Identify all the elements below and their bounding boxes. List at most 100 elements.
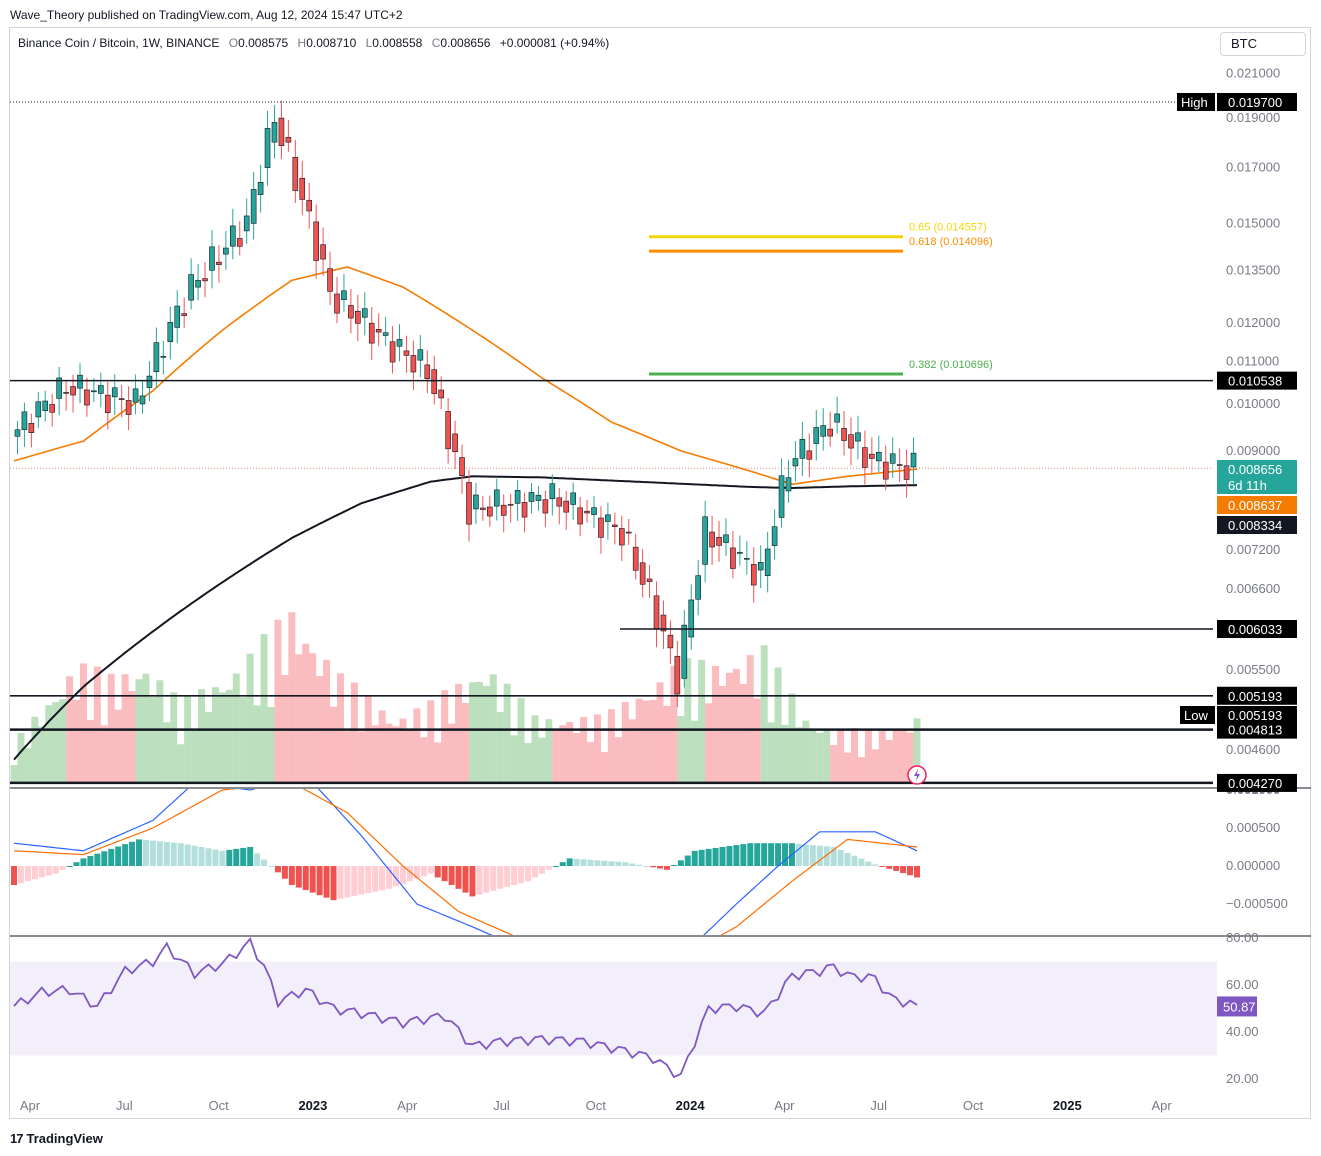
candle-body	[21, 411, 28, 431]
candle-body	[653, 595, 660, 630]
macd-histogram-bar	[191, 845, 198, 866]
macd-histogram-bar	[268, 866, 275, 867]
candle-body	[480, 507, 486, 510]
macd-histogram-bar	[233, 848, 240, 866]
candle-body	[403, 350, 410, 356]
candle-body	[431, 369, 438, 394]
candle-body	[125, 400, 132, 415]
candle-body	[681, 624, 688, 679]
candle-body	[646, 578, 653, 582]
low-price-tag	[1217, 706, 1297, 724]
chart-frame	[9, 27, 1311, 1119]
volume-bar	[719, 685, 727, 784]
candle-body	[848, 434, 854, 449]
macd-histogram-bar	[573, 858, 580, 866]
macd-histogram-bar	[622, 862, 629, 866]
macd-histogram-bar	[413, 866, 420, 879]
candle-body	[341, 290, 347, 301]
volume-bar	[885, 740, 893, 784]
candle-body	[487, 506, 493, 517]
fib-level-label: 0.65 (0.014557)	[909, 222, 987, 234]
macd-histogram-bar	[650, 866, 657, 868]
candle-body	[216, 261, 222, 265]
macd-histogram-bar	[219, 850, 226, 866]
candle-body	[313, 221, 319, 261]
macd-histogram-bar	[476, 866, 483, 895]
time-axis-label: Oct	[208, 1098, 229, 1113]
macd-histogram-bar	[837, 849, 844, 866]
macd-histogram-bar	[379, 866, 386, 891]
volume-bar	[198, 689, 206, 784]
macd-histogram-bar	[795, 843, 802, 866]
macd-histogram-bar	[865, 861, 872, 866]
macd-histogram-bar	[24, 866, 31, 882]
volume-bar	[170, 692, 178, 784]
candle-body	[750, 564, 757, 586]
volume-bar	[392, 726, 400, 784]
currency-selector[interactable]: BTC	[1220, 32, 1306, 56]
candle-body	[195, 280, 201, 288]
candle-body	[264, 128, 271, 168]
macd-histogram-bar	[462, 866, 469, 893]
volume-bar	[323, 659, 331, 784]
time-axis-label: Apr	[1151, 1098, 1172, 1113]
volume-bar	[580, 717, 588, 784]
candle-body	[744, 558, 750, 560]
macd-histogram-bar	[94, 853, 101, 866]
candle-body	[723, 534, 729, 543]
macd-histogram-bar	[754, 843, 761, 866]
macd-histogram-bar	[747, 843, 754, 866]
current-price-text: 0.008656	[1228, 462, 1282, 477]
volume-bar	[552, 729, 560, 784]
volume-bar	[600, 751, 608, 784]
volume-bar	[309, 653, 317, 784]
macd-histogram-bar	[406, 866, 413, 882]
macd-histogram-bar	[587, 859, 594, 866]
macd-histogram-bar	[830, 847, 837, 866]
candle-body	[862, 447, 868, 468]
candle-body	[396, 339, 403, 347]
candle-body	[278, 117, 285, 146]
volume-bar	[135, 679, 143, 784]
time-axis-label: Oct	[963, 1098, 984, 1113]
volume-bar	[427, 700, 435, 784]
macd-histogram-bar	[59, 866, 66, 870]
volume-bar	[79, 663, 87, 784]
candle-body	[153, 342, 160, 373]
macd-histogram-bar	[302, 866, 309, 891]
macd-histogram-bar	[309, 866, 316, 893]
volume-bar	[670, 665, 678, 784]
candle-body	[702, 516, 708, 565]
macd-histogram-bar	[545, 866, 552, 870]
level-price-text: 0.004270	[1228, 776, 1282, 791]
volume-bar	[830, 745, 838, 784]
candle-body	[827, 428, 833, 437]
volume-bar	[385, 723, 393, 784]
rsi-line	[13, 937, 918, 1079]
macd-histogram-bar	[205, 848, 212, 866]
level-price-text: 0.005193	[1228, 689, 1282, 704]
macd-histogram-bar	[344, 866, 351, 898]
volume-bar	[698, 659, 706, 784]
candle-body	[42, 400, 49, 411]
macd-histogram-bar	[663, 866, 670, 870]
level-price-tag	[1217, 620, 1297, 638]
tradingview-footer[interactable]: 17 TradingView	[10, 1131, 103, 1146]
candle-body	[236, 238, 243, 247]
volume-bar	[559, 725, 567, 784]
volume-bar	[837, 729, 845, 784]
fib-level-label: 0.382 (0.010696)	[909, 359, 993, 371]
macd-histogram-bar	[594, 860, 601, 866]
open-value: 0.008575	[238, 36, 289, 50]
volume-bar	[913, 718, 921, 784]
volume-bar	[468, 682, 476, 784]
macd-histogram-bar	[184, 844, 191, 866]
volume-bar	[635, 698, 643, 784]
macd-histogram-bar	[441, 866, 448, 882]
candle-body	[91, 390, 97, 393]
volume-bar	[510, 735, 518, 784]
volume-bar	[642, 700, 650, 784]
time-axis-label: Jul	[493, 1098, 510, 1113]
macd-histogram-bar	[844, 852, 851, 866]
